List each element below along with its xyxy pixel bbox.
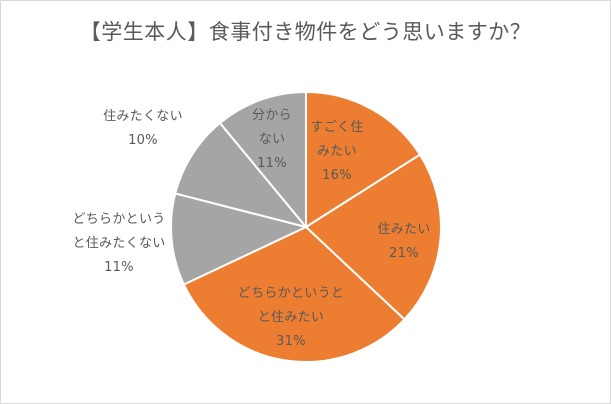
pie-slice-4 — [170, 192, 309, 286]
slice-name-line: どちらかというと — [238, 286, 344, 301]
slice-name-line: どちらかという — [72, 212, 165, 227]
pie-slices — [170, 90, 442, 363]
slice-name-line: と住みたくない — [72, 236, 165, 251]
pie-slice-1 — [305, 90, 422, 229]
slice-name-line: 住みたくない — [103, 109, 183, 124]
slice-label-4: どちらかというと住みたくない 11% — [72, 212, 165, 275]
slice-value-label: 10% — [128, 133, 158, 148]
chart-title: 【学生本人】食事付き物件をどう思いますか？ — [79, 20, 532, 44]
slice-value-label: 11% — [257, 156, 287, 171]
slice-label-6: 分からない 11% — [252, 108, 292, 171]
slice-name-line: ない — [259, 132, 286, 147]
slice-name-line: すごく住 — [310, 119, 363, 135]
pie-slice-5 — [174, 121, 309, 229]
slice-value-label: 21% — [389, 246, 419, 261]
pie-labels: すごく住みたい 16%住みたい 21%どちらかというとと住みたい 31%どちらかという… — [72, 108, 430, 349]
slice-label-5: 住みたくない 10% — [103, 109, 183, 148]
slice-name-line: みたい — [317, 144, 357, 159]
slice-value-label: 31% — [276, 334, 306, 349]
pie-slice-3 — [182, 225, 406, 363]
slice-name-line: 分から — [252, 108, 292, 123]
slice-name-line: 住みたい — [377, 222, 430, 237]
slice-value-label: 16% — [322, 168, 352, 183]
pie-slice-2 — [304, 153, 442, 321]
slice-value-label: 11% — [104, 260, 134, 275]
slice-label-1: すごく住みたい 16% — [310, 119, 363, 183]
pie-slice-6 — [218, 90, 307, 230]
slice-label-3: どちらかというとと住みたい 31% — [238, 286, 344, 349]
slice-label-2: 住みたい 21% — [377, 222, 430, 261]
slice-name-line: と住みたい — [258, 310, 325, 325]
